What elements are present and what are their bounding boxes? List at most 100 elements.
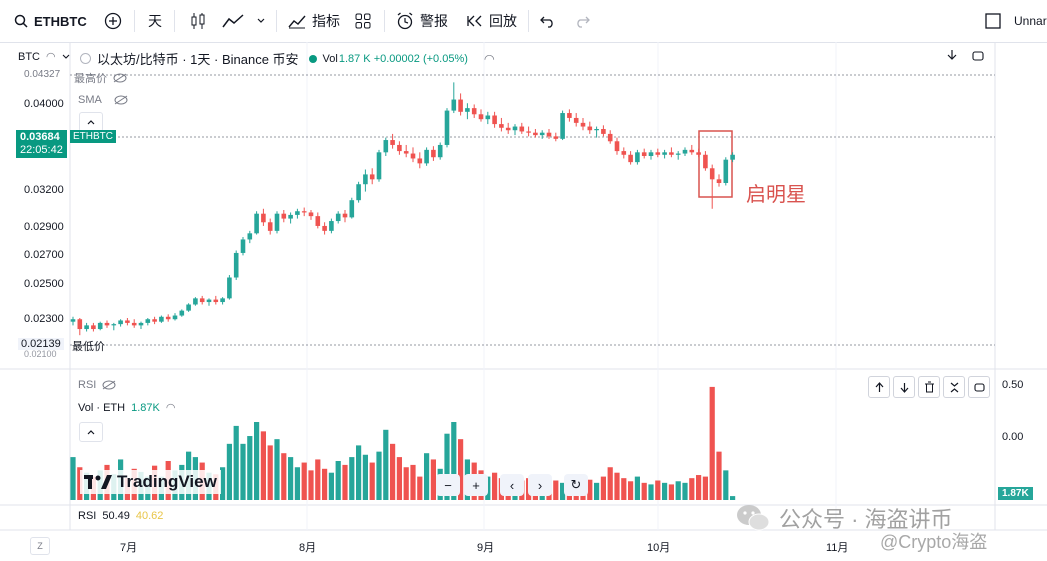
candle-body <box>682 149 688 154</box>
pane-move-up-button[interactable] <box>868 376 890 398</box>
time-tick-label: 10月 <box>647 542 671 554</box>
candle-body <box>499 124 504 128</box>
layout-select[interactable]: Unnar <box>985 0 1047 42</box>
candle-body <box>240 239 246 253</box>
zoom-out-button[interactable]: − <box>436 474 460 496</box>
pane-maximize-button[interactable] <box>968 376 990 398</box>
line-chart-type-button[interactable] <box>222 0 266 42</box>
search-icon <box>14 14 28 28</box>
candle-body <box>145 319 151 323</box>
current-price-badge: 0.03684 22:05:42 <box>16 130 67 158</box>
candle-body <box>261 213 266 223</box>
collapse-volume-legend-button[interactable] <box>79 422 103 442</box>
time-tick-label: 11月 <box>826 542 849 554</box>
wechat-watermark: 公众号 · 海盗讲币 <box>735 502 953 534</box>
tradingview-logo[interactable]: TradingView <box>80 470 221 494</box>
volume-axis-label: 0.50 <box>1002 379 1024 391</box>
loading-icon: ◠ <box>165 402 176 414</box>
interval-button[interactable]: 天 <box>148 0 162 42</box>
chevron-up-icon <box>87 120 95 125</box>
sma-indicator-legend[interactable]: SMA <box>78 94 128 106</box>
pane-collapse-button[interactable] <box>943 376 965 398</box>
rewind-icon <box>467 15 482 27</box>
timezone-button[interactable]: Z <box>30 537 50 555</box>
alert-button[interactable]: 警报 <box>396 0 448 42</box>
candle-body <box>84 325 89 330</box>
volume-bar <box>730 496 736 500</box>
redo-button[interactable] <box>574 0 590 42</box>
candle-body <box>77 319 83 330</box>
volume-bar <box>294 467 300 500</box>
volume-bar <box>723 470 729 500</box>
volume-bar <box>600 476 606 500</box>
maximize-icon <box>972 51 984 61</box>
scroll-right-button[interactable]: › <box>528 474 552 496</box>
price-tick-label: 0.04000 <box>24 98 64 110</box>
candle-body <box>465 108 470 112</box>
volume-bar <box>260 431 266 500</box>
candle-body <box>505 127 511 131</box>
rsi-pane-legend[interactable]: RSI <box>78 379 116 391</box>
volume-bar <box>240 443 246 500</box>
currency-selector[interactable]: BTC ◠ <box>18 50 70 63</box>
reset-chart-button[interactable]: ↻ <box>564 474 588 496</box>
candle-body <box>329 221 334 231</box>
indicators-icon <box>288 15 306 29</box>
pane-move-down-button[interactable] <box>946 49 958 64</box>
volume-bar <box>492 472 498 500</box>
price-tick-label: 0.02500 <box>24 278 64 290</box>
pane-move-down-button[interactable] <box>893 376 915 398</box>
zoom-in-button[interactable]: + <box>464 474 488 496</box>
candle-body <box>104 322 110 326</box>
volume-bar <box>607 467 613 500</box>
volume-bar <box>560 482 566 500</box>
candle-body <box>424 149 429 164</box>
candle-body <box>206 299 212 303</box>
price-tick-label: 0.02100 <box>24 349 57 359</box>
volume-bar <box>424 453 430 500</box>
candle-body <box>138 322 144 326</box>
candle-body <box>335 213 341 222</box>
chevron-left-icon: ‹ <box>509 477 515 493</box>
volume-bar <box>621 478 627 500</box>
candle-body <box>152 319 157 322</box>
high-label: 最高价 <box>74 73 107 85</box>
toolbar-divider <box>134 10 135 32</box>
candle-body <box>397 144 402 152</box>
volume-bar <box>70 457 76 500</box>
candle-body <box>601 129 606 134</box>
candles-group <box>70 82 735 336</box>
low-label: 最低价 <box>72 341 105 353</box>
toolbar-divider <box>528 10 529 32</box>
candle-body <box>696 152 701 155</box>
candles-chart-type-button[interactable] <box>183 0 213 42</box>
undo-button[interactable] <box>540 0 556 42</box>
pane-maximize-button[interactable] <box>972 49 984 67</box>
chevron-down-icon <box>62 54 69 59</box>
candle-body <box>560 113 565 139</box>
volume-bar <box>342 464 348 500</box>
status-dot-icon <box>80 53 91 64</box>
volume-bar <box>594 482 600 500</box>
candle-body <box>709 168 715 180</box>
currency-label: BTC <box>18 50 40 63</box>
indicators-button[interactable]: 指标 <box>288 0 340 42</box>
arrow-up-icon <box>875 381 883 392</box>
candle-body <box>614 141 620 152</box>
collapse-legend-button[interactable] <box>79 112 103 132</box>
volume-bar <box>383 429 389 500</box>
candle-body <box>546 132 552 137</box>
candle-body <box>519 126 525 132</box>
minus-icon: − <box>444 477 452 493</box>
volume-bar <box>308 470 314 500</box>
candle-body <box>247 233 253 240</box>
compare-symbol-button[interactable] <box>104 0 122 42</box>
pane-delete-button[interactable] <box>918 376 940 398</box>
templates-button[interactable] <box>355 0 371 42</box>
replay-button[interactable]: 回放 <box>466 0 517 42</box>
volume-bar <box>702 476 708 500</box>
scroll-left-button[interactable]: ‹ <box>500 474 524 496</box>
candle-countdown: 22:05:42 <box>20 144 63 156</box>
volume-bar <box>587 479 593 500</box>
symbol-search-button[interactable]: ETHBTC <box>14 0 87 42</box>
